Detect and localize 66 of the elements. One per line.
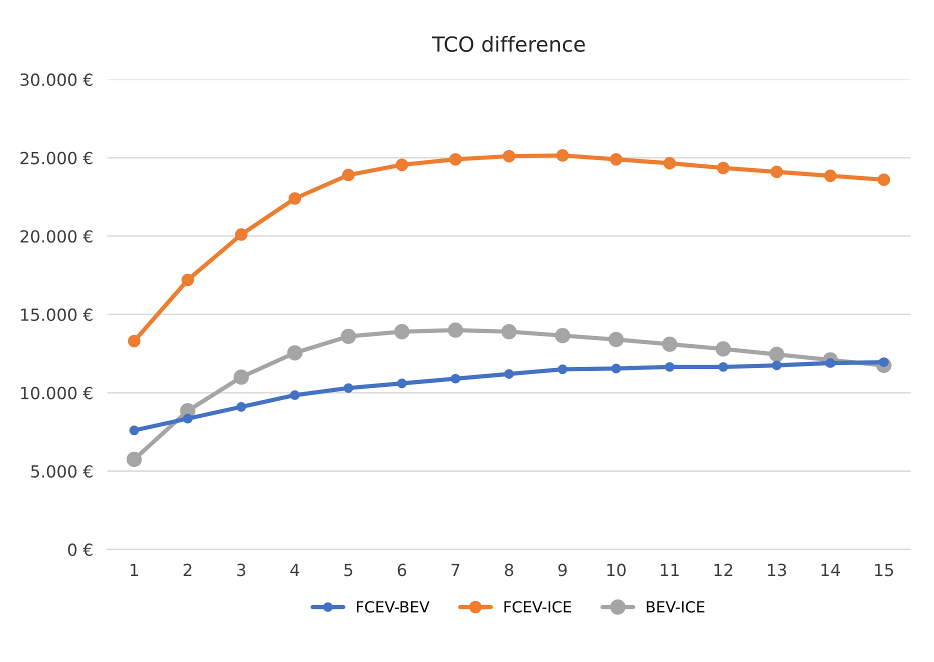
y-tick-label: 10.000 € (21, 386, 92, 400)
point (610, 153, 622, 166)
point (126, 452, 142, 468)
y-tick-label: 25.000 € (20, 152, 92, 164)
legend-label: BEV-ICE (646, 601, 704, 613)
y-tick-label: 5.000 € (31, 465, 92, 478)
chart-title: TCO difference (432, 36, 585, 52)
point (397, 378, 407, 388)
point (663, 157, 676, 170)
x-tick-label: 5 (344, 564, 352, 576)
point (502, 150, 516, 162)
point (770, 166, 784, 178)
x-tick-label: 14 (822, 564, 840, 576)
point (290, 390, 300, 400)
point (554, 328, 570, 344)
x-tick-label: 1 (130, 564, 138, 576)
point (394, 324, 410, 340)
point (556, 149, 569, 162)
x-tick-label: 3 (237, 564, 246, 576)
x-tick-label: 13 (768, 564, 786, 576)
point (716, 341, 731, 357)
point (396, 158, 408, 172)
point (449, 153, 462, 166)
point (129, 426, 140, 436)
point (716, 162, 730, 174)
y-tick-label: 30.000 € (20, 73, 92, 86)
legend-label: FCEV-ICE (504, 601, 572, 613)
point (182, 414, 193, 424)
legend-label: FCEV-BEV (356, 601, 430, 613)
point (344, 383, 354, 393)
x-tick-label: 15 (875, 564, 894, 576)
point (448, 322, 464, 338)
x-tick-label: 8 (504, 564, 514, 576)
point (181, 274, 194, 286)
point (772, 360, 782, 370)
point (878, 173, 890, 186)
x-tick-label: 6 (398, 564, 406, 576)
point (128, 334, 140, 348)
x-tick-label: 12 (714, 564, 732, 576)
point (608, 332, 624, 348)
y-tick-label: 20.000 € (20, 230, 92, 243)
point (288, 192, 302, 205)
y-tick-label: 0 € (68, 543, 92, 556)
point (450, 374, 460, 384)
point (558, 364, 568, 374)
x-tick-label: 4 (290, 564, 300, 576)
point (664, 362, 675, 372)
y-tick-label: 15.000 € (21, 308, 92, 322)
point (234, 369, 249, 385)
point (501, 324, 517, 340)
point (287, 345, 302, 360)
x-tick-label: 11 (660, 564, 679, 576)
point (235, 228, 248, 241)
point (611, 364, 621, 374)
x-tick-label: 9 (558, 564, 567, 576)
x-tick-label: 2 (184, 564, 192, 576)
point (342, 168, 355, 182)
x-tick-label: 7 (452, 564, 460, 576)
point (824, 170, 837, 182)
point (504, 369, 514, 379)
point (662, 336, 678, 352)
point (340, 328, 356, 344)
point (236, 402, 246, 412)
x-tick-label: 10 (607, 564, 626, 576)
point (718, 362, 728, 372)
point (769, 346, 784, 362)
